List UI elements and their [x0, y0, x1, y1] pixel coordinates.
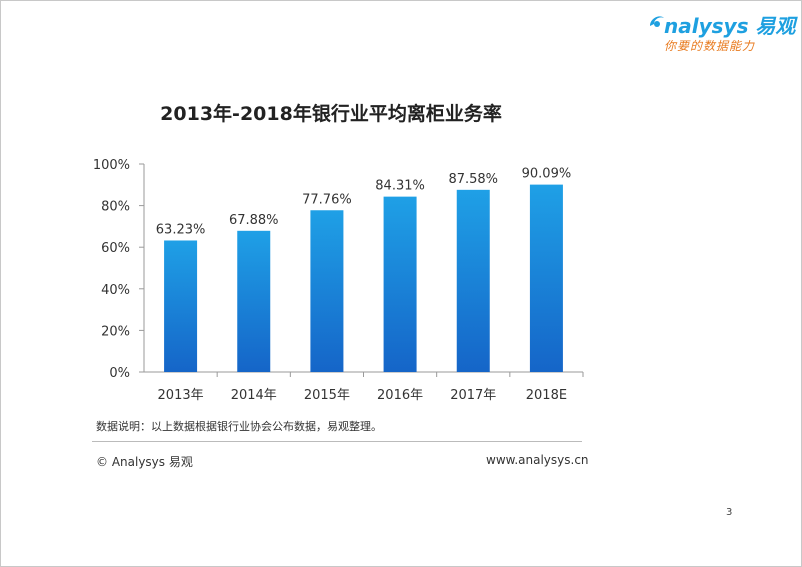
swoosh-icon [650, 16, 664, 27]
data-label: 67.88% [229, 213, 279, 228]
bar-2 [237, 230, 271, 372]
x-tick-label: 2015年 [304, 388, 350, 403]
data-label: 87.58% [448, 172, 498, 187]
page-number: 3 [726, 507, 733, 518]
data-note: 数据说明：以上数据根据银行业协会公布数据，易观整理。 [96, 420, 382, 433]
copyright-text: © Analysys 易观 [96, 455, 193, 469]
x-tick-label: 2018E [526, 388, 567, 403]
bar-5 [456, 189, 490, 372]
analysys-logo: nalysys 易观 你要的数据能力 [648, 10, 795, 58]
x-tick-label: 2014年 [231, 388, 277, 403]
y-tick-label: 100% [93, 158, 130, 173]
logo-text: nalysys 易观 [664, 14, 796, 38]
data-label: 63.23% [156, 222, 206, 237]
bar-6 [529, 184, 563, 372]
data-label: 84.31% [375, 179, 425, 194]
data-label: 77.76% [302, 192, 352, 207]
y-tick-label: 80% [101, 200, 130, 215]
bar-4 [383, 196, 417, 372]
logo-tagline: 你要的数据能力 [664, 39, 756, 53]
data-label: 90.09% [522, 167, 572, 182]
bar-1 [164, 240, 198, 372]
x-tick-label: 2013年 [158, 388, 204, 403]
bar-3 [310, 210, 344, 372]
y-tick-label: 40% [101, 283, 130, 298]
y-tick-label: 0% [109, 366, 130, 381]
x-tick-label: 2016年 [377, 388, 423, 403]
y-tick-label: 60% [101, 241, 130, 256]
chart-title: 2013年-2018年银行业平均离柜业务率 [160, 103, 502, 125]
website-link[interactable]: www.analysys.cn [486, 453, 589, 467]
footer-divider [92, 441, 582, 442]
x-tick-label: 2017年 [450, 388, 496, 403]
y-tick-label: 20% [101, 324, 130, 339]
